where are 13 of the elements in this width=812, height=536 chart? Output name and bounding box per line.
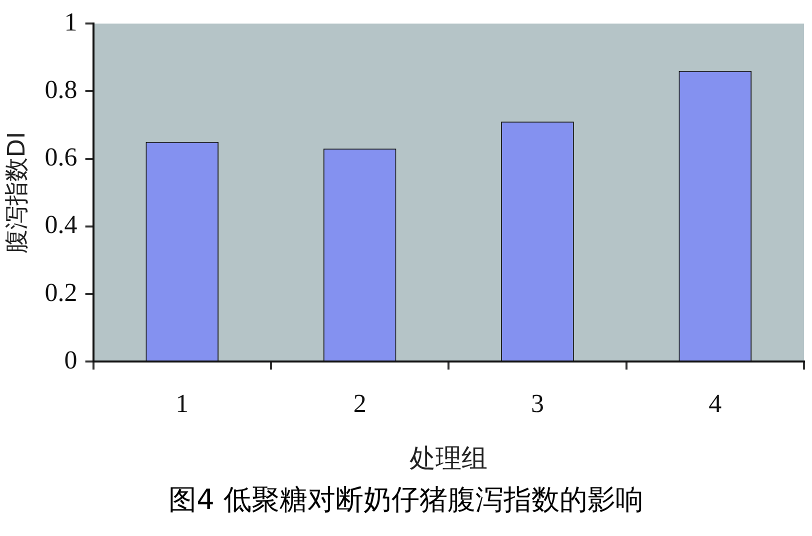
y-tick-label: 1 xyxy=(64,7,78,36)
x-tick-label: 3 xyxy=(530,389,544,418)
y-tick-label: 0.8 xyxy=(44,75,78,104)
x-tick-label: 4 xyxy=(708,389,722,418)
y-tick-label: 0.2 xyxy=(44,278,78,307)
y-tick-label: 0 xyxy=(64,345,78,374)
y-tick-label: 0.6 xyxy=(44,142,78,172)
y-tick-label: 0.4 xyxy=(44,210,78,240)
y-axis-title: 腹泻指数DI xyxy=(2,132,31,254)
x-axis-title: 处理组 xyxy=(410,444,488,474)
x-tick-label: 2 xyxy=(353,389,366,418)
x-tick-label: 1 xyxy=(176,389,189,418)
caption: 图4 低聚糖对断奶仔猪腹泻指数的影响 xyxy=(168,482,644,518)
